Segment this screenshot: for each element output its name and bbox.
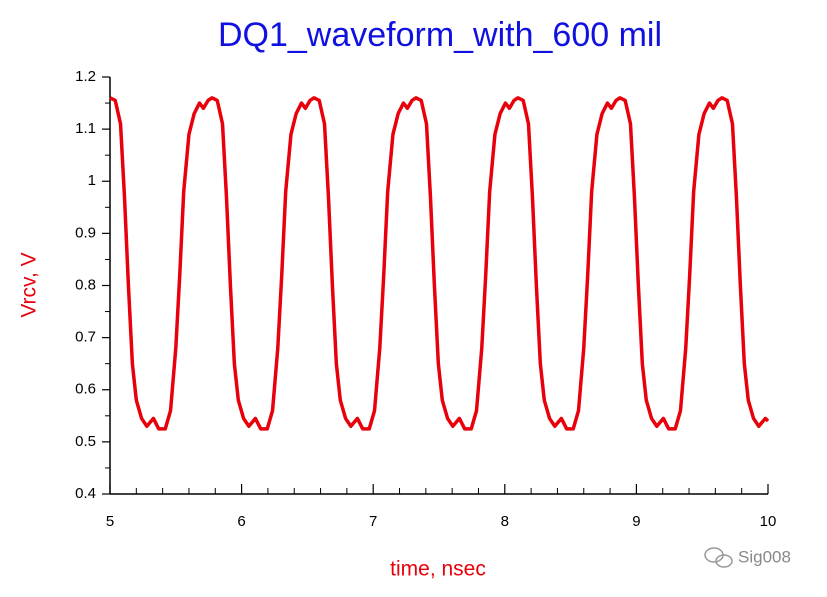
x-tick-label: 9 <box>632 513 640 530</box>
y-tick-label: 0.5 <box>75 433 96 450</box>
watermark: Sig008 <box>738 547 791 566</box>
y-tick-label: 0.7 <box>75 329 96 346</box>
x-tick-label: 8 <box>501 513 509 530</box>
y-axis-label: Vrcv, V <box>18 252 41 317</box>
x-tick-label: 7 <box>369 513 377 530</box>
y-tick-label: 1.2 <box>75 68 96 85</box>
y-tick-label: 1.1 <box>75 120 96 137</box>
chart-title: DQ1_waveform_with_600 mil <box>218 16 662 54</box>
y-tick-label: 0.6 <box>75 381 96 398</box>
x-tick-label: 10 <box>760 513 777 530</box>
y-tick-label: 0.9 <box>75 224 96 241</box>
x-tick-label: 6 <box>237 513 245 530</box>
x-tick-label: 5 <box>106 513 114 530</box>
watermark-icon <box>704 547 733 568</box>
x-axis-label: time, nsec <box>390 558 486 581</box>
waveform-line <box>109 96 770 431</box>
y-tick-label: 0.8 <box>75 276 96 293</box>
plot-area: 0.4 0.5 0.6 0.7 0.8 0.9 1 1.1 1.2 5 6 7 8 9 10 <box>75 68 776 530</box>
y-tick-label: 0.4 <box>75 485 96 502</box>
y-tick-label: 1 <box>88 172 96 189</box>
